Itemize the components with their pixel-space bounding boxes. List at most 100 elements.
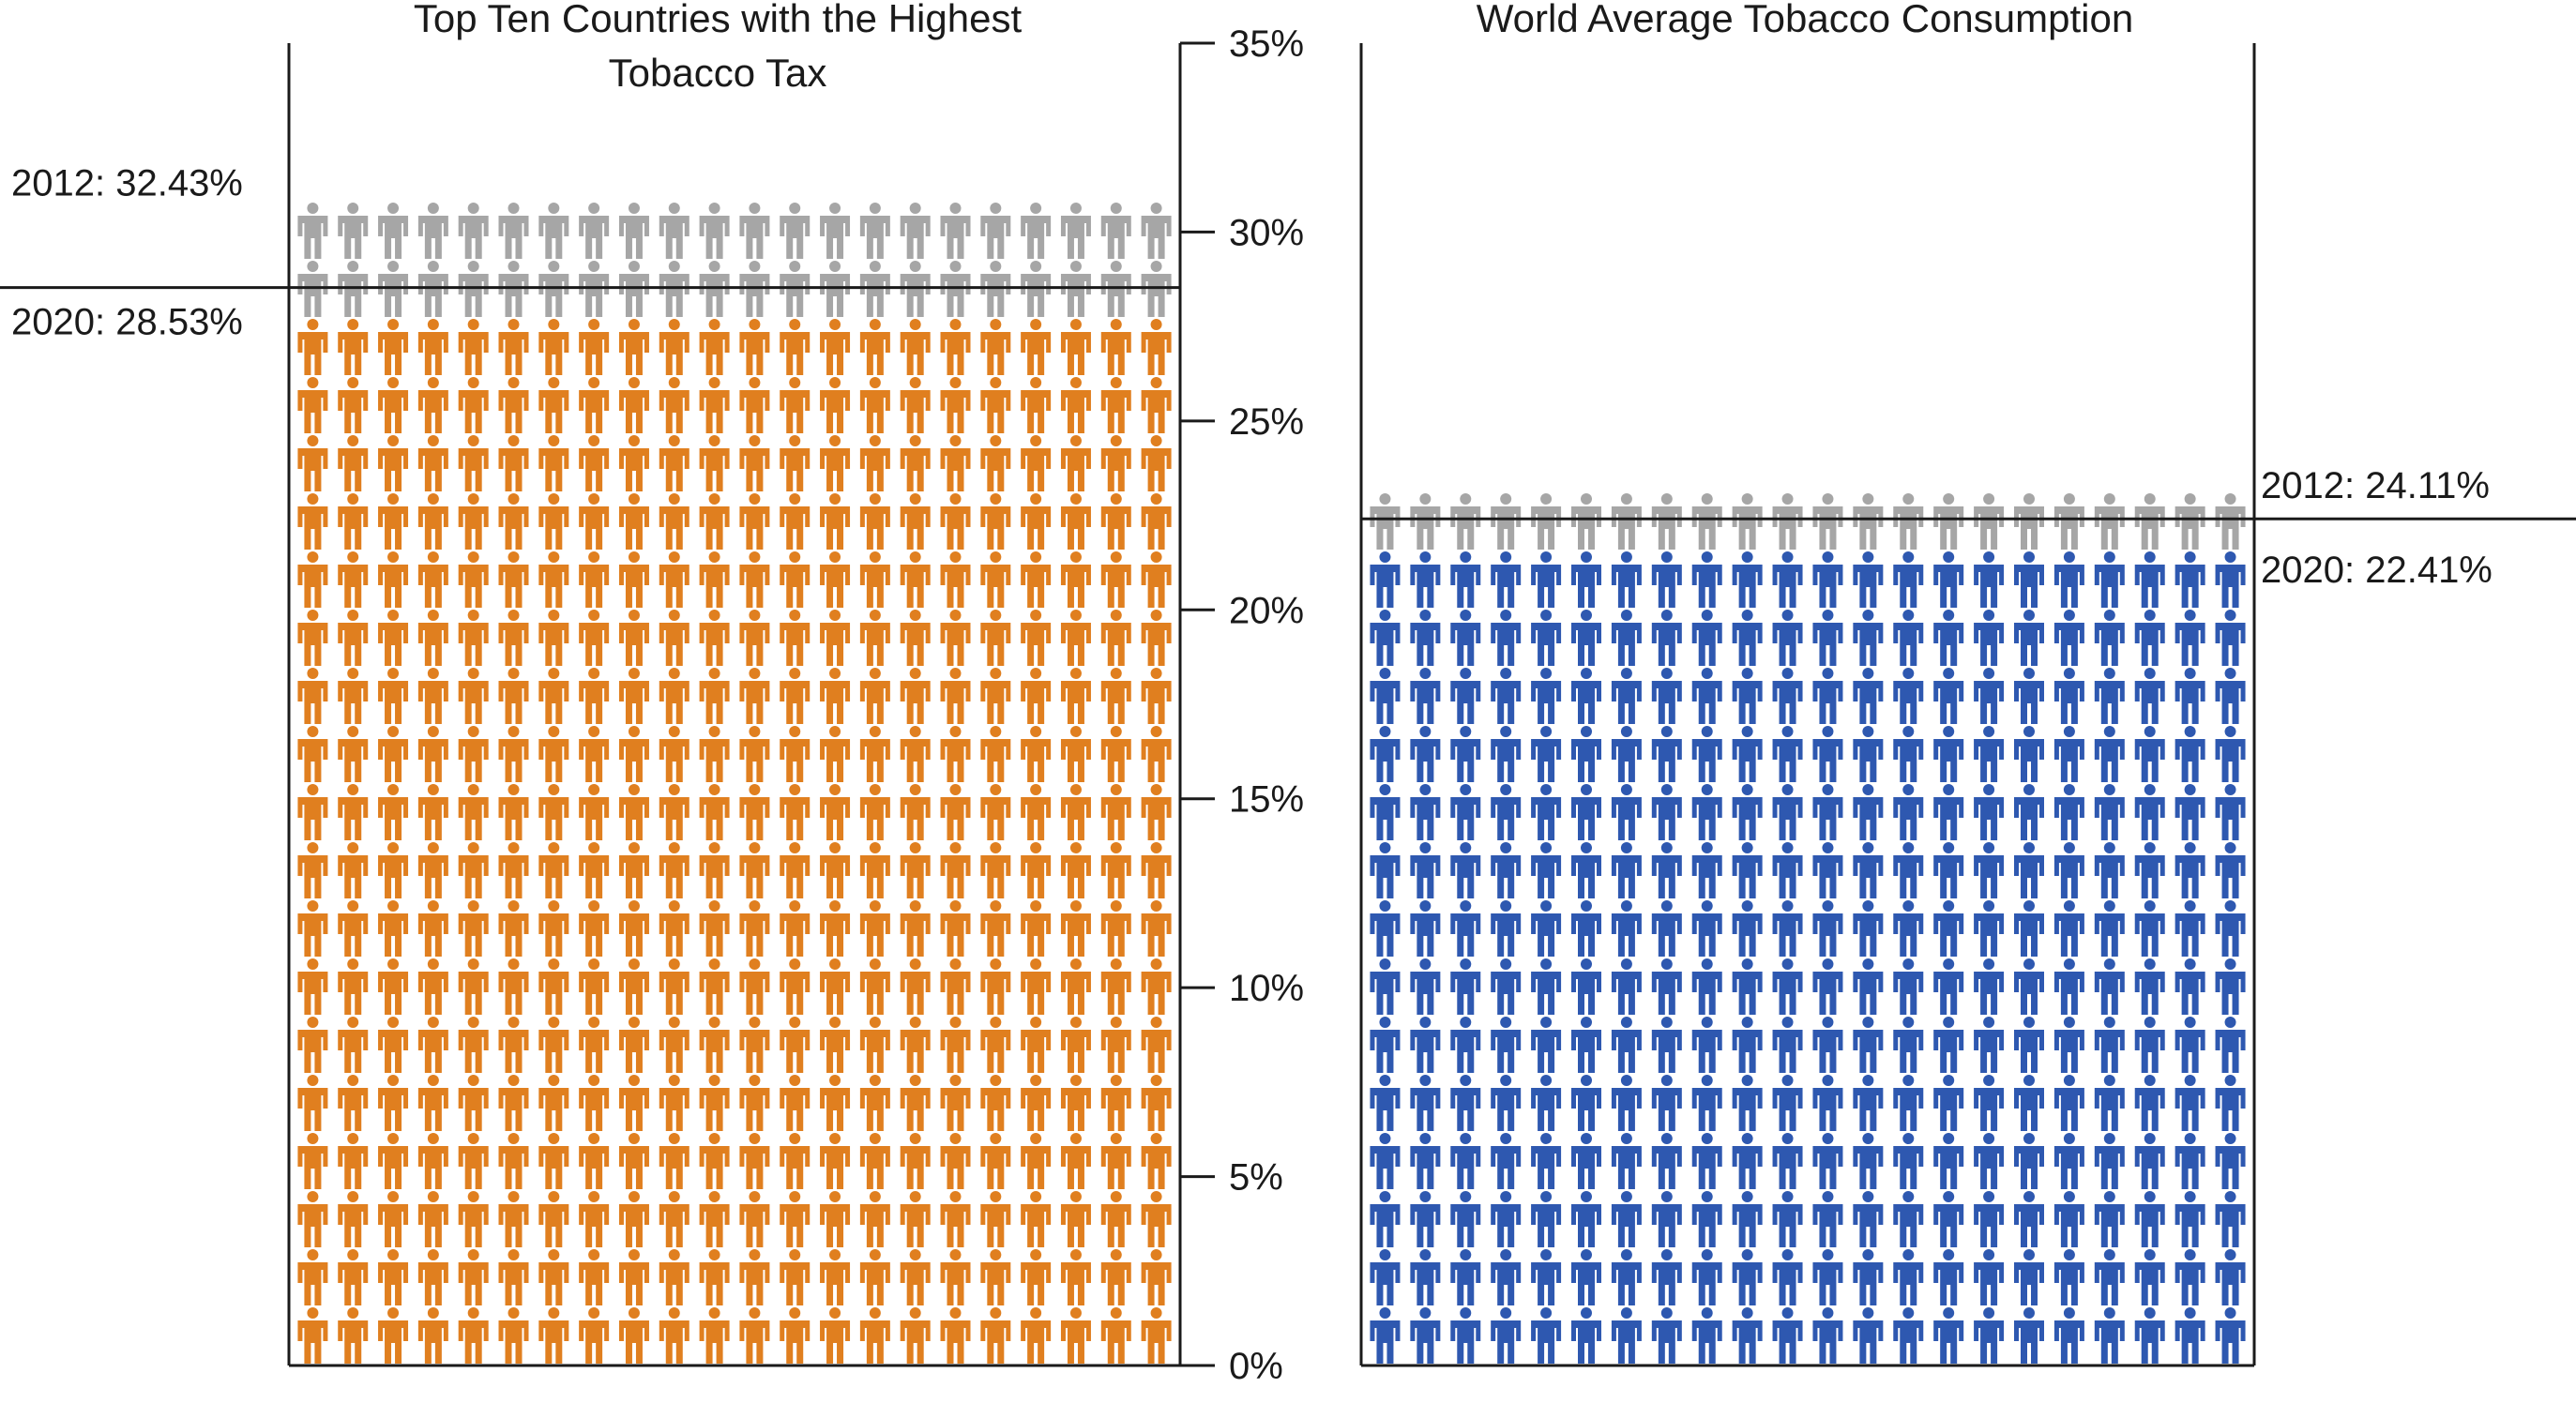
person-icon bbox=[579, 1017, 610, 1073]
person-icon bbox=[297, 435, 328, 491]
person-icon bbox=[1450, 1075, 1481, 1131]
person-icon bbox=[1370, 1191, 1401, 1247]
person-icon bbox=[1021, 842, 1052, 898]
person-icon bbox=[1450, 784, 1481, 840]
person-icon bbox=[618, 1307, 649, 1364]
person-icon bbox=[2053, 1191, 2084, 1247]
person-icon bbox=[297, 726, 328, 782]
person-icon bbox=[859, 493, 890, 550]
person-icon bbox=[739, 1017, 770, 1073]
person-icon bbox=[1691, 842, 1722, 898]
person-icon bbox=[1893, 1191, 1924, 1247]
person-icon bbox=[1772, 958, 1803, 1015]
person-icon bbox=[859, 1191, 890, 1247]
person-icon bbox=[2215, 610, 2246, 666]
person-icon bbox=[1100, 1017, 1131, 1073]
person-icon bbox=[297, 958, 328, 1015]
person-icon bbox=[659, 551, 689, 608]
person-icon bbox=[699, 435, 730, 491]
person-icon bbox=[1021, 668, 1052, 724]
person-icon bbox=[699, 1191, 730, 1247]
person-icon bbox=[659, 377, 689, 433]
person-icon bbox=[538, 784, 569, 840]
person-icon bbox=[579, 1191, 610, 1247]
person-icon bbox=[1370, 1017, 1401, 1073]
person-icon bbox=[378, 610, 409, 666]
person-icon bbox=[338, 1133, 369, 1189]
person-icon bbox=[859, 726, 890, 782]
person-icon bbox=[2215, 1249, 2246, 1305]
person-icon bbox=[1772, 1133, 1803, 1189]
person-icon bbox=[1141, 1249, 1172, 1305]
person-icon bbox=[1571, 1307, 1601, 1364]
person-icon bbox=[579, 1307, 610, 1364]
person-icon bbox=[1772, 1191, 1803, 1247]
person-icon bbox=[458, 610, 489, 666]
person-icon bbox=[297, 203, 328, 259]
person-icon bbox=[378, 900, 409, 957]
person-icon bbox=[900, 1017, 931, 1073]
person-icon bbox=[1370, 1075, 1401, 1131]
person-icon bbox=[1933, 1191, 1964, 1247]
person-icon bbox=[1651, 1133, 1682, 1189]
person-icon bbox=[1100, 1191, 1131, 1247]
person-icon bbox=[1974, 551, 2005, 608]
person-icon bbox=[1531, 900, 1562, 957]
person-icon bbox=[2053, 1307, 2084, 1364]
person-icon bbox=[1691, 784, 1722, 840]
person-icon bbox=[1100, 784, 1131, 840]
person-icon bbox=[900, 784, 931, 840]
person-icon bbox=[1370, 1249, 1401, 1305]
person-icon bbox=[498, 842, 529, 898]
person-icon bbox=[2094, 784, 2125, 840]
person-icon bbox=[900, 1075, 931, 1131]
person-icon bbox=[618, 435, 649, 491]
person-icon bbox=[1141, 958, 1172, 1015]
person-icon bbox=[1060, 1191, 1091, 1247]
person-icon bbox=[2094, 958, 2125, 1015]
person-icon bbox=[780, 784, 811, 840]
person-icon bbox=[2094, 842, 2125, 898]
person-icon bbox=[1893, 842, 1924, 898]
person-icon bbox=[1060, 900, 1091, 957]
axis-tick-label: 20% bbox=[1229, 590, 1304, 631]
person-icon bbox=[1491, 1249, 1522, 1305]
person-icon bbox=[1651, 784, 1682, 840]
person-icon bbox=[699, 1133, 730, 1189]
person-icon bbox=[2014, 784, 2044, 840]
person-icon bbox=[1370, 842, 1401, 898]
person-icon bbox=[1491, 900, 1522, 957]
person-icon bbox=[1853, 1249, 1884, 1305]
person-icon bbox=[1060, 1307, 1091, 1364]
person-icon bbox=[378, 551, 409, 608]
person-icon bbox=[1853, 726, 1884, 782]
person-icon bbox=[458, 1249, 489, 1305]
person-icon bbox=[498, 726, 529, 782]
person-icon bbox=[1772, 1307, 1803, 1364]
person-icon bbox=[980, 784, 1011, 840]
person-icon bbox=[1933, 726, 1964, 782]
person-icon bbox=[1853, 610, 1884, 666]
person-icon bbox=[579, 958, 610, 1015]
person-icon bbox=[297, 1191, 328, 1247]
person-icon bbox=[297, 319, 328, 375]
person-icon bbox=[498, 784, 529, 840]
person-icon bbox=[1691, 668, 1722, 724]
person-icon bbox=[338, 900, 369, 957]
person-icon bbox=[1060, 1249, 1091, 1305]
person-icon bbox=[1100, 435, 1131, 491]
person-icon bbox=[458, 377, 489, 433]
person-icon bbox=[980, 1249, 1011, 1305]
person-icon bbox=[1450, 493, 1481, 550]
person-icon bbox=[1370, 1307, 1401, 1364]
person-icon bbox=[820, 610, 851, 666]
person-icon bbox=[1651, 1191, 1682, 1247]
person-icon bbox=[378, 377, 409, 433]
right-panel-2020-label: 2020: 22.41% bbox=[2261, 550, 2493, 591]
person-icon bbox=[2134, 1191, 2165, 1247]
person-icon bbox=[780, 493, 811, 550]
person-icon bbox=[1893, 958, 1924, 1015]
person-icon bbox=[1974, 958, 2005, 1015]
person-icon bbox=[859, 1133, 890, 1189]
